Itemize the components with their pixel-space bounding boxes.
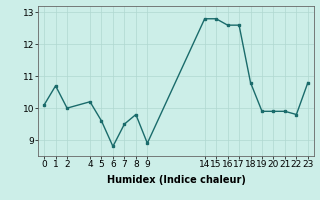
X-axis label: Humidex (Indice chaleur): Humidex (Indice chaleur) bbox=[107, 175, 245, 185]
